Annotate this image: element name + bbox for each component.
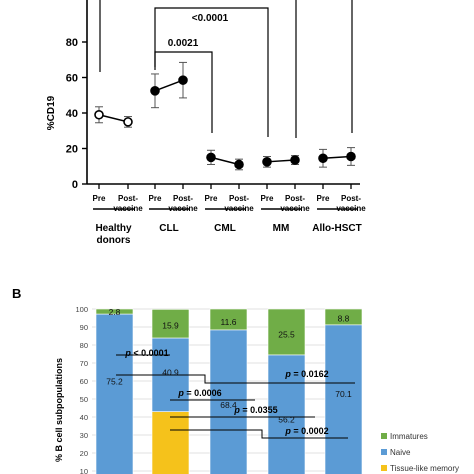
legend-swatch — [381, 449, 387, 455]
data-label: 68.4 — [220, 400, 237, 410]
data-label: 8.8 — [338, 314, 350, 324]
group-label: MM — [273, 223, 290, 234]
x-tick-label: Post-vaccine — [113, 194, 143, 213]
group-label: Allo-HSCT — [312, 223, 361, 234]
p-value-annotation: <0.0001 — [192, 13, 229, 24]
bar-segment-naive — [267, 354, 306, 474]
bar-segment-immatures — [95, 308, 134, 315]
y-axis-label: % B cell subpopulations — [54, 358, 64, 462]
panel-b-stacked-bar-chart: 10 20 30 40 50 60 70 80 90 100 % B cell subpopulat… — [54, 305, 459, 474]
data-label: 11.6 — [221, 317, 237, 327]
data-point — [206, 152, 216, 163]
y-tick-label: 70 — [80, 359, 88, 368]
y-tick-label: 90 — [80, 323, 88, 332]
data-point — [123, 117, 133, 127]
data-label: 56.2 — [278, 414, 295, 424]
y-tick-label: 80 — [80, 341, 88, 350]
x-tick-label: Post-vaccine — [280, 194, 310, 213]
data-label: 40.9 — [162, 368, 179, 378]
data-point — [346, 151, 356, 162]
comparison-line — [116, 374, 355, 384]
legend-swatch — [381, 465, 387, 471]
p-value-annotation: 0.0021 — [168, 38, 199, 49]
x-tick-label: Pre — [317, 194, 330, 203]
y-tick-label: 60 — [66, 73, 78, 85]
data-label: 15.9 — [162, 321, 179, 331]
bracket-line — [154, 7, 269, 137]
series-line — [154, 79, 184, 92]
data-label: 75.2 — [106, 377, 123, 387]
x-tick-label: Post-vaccine — [224, 194, 254, 213]
bar-segment-immatures — [324, 308, 363, 326]
x-tick-label: Post-vaccine — [168, 194, 198, 213]
bar-segment-naive — [324, 324, 363, 474]
series-line — [98, 114, 129, 123]
bracket-line — [154, 51, 213, 133]
data-point — [290, 155, 300, 165]
comparison-p-value: p < 0.0001 — [124, 348, 168, 358]
data-point — [234, 159, 244, 170]
x-tick-label: Post-vaccine — [336, 194, 366, 213]
comparison-p-value: p = 0.0355 — [233, 405, 277, 415]
y-tick-label: 60 — [80, 377, 88, 386]
y-axis-label: %CD19 — [46, 95, 57, 130]
y-tick-label: 10 — [80, 467, 88, 474]
y-tick-label: 40 — [66, 108, 78, 120]
y-tick-label: 30 — [80, 431, 88, 440]
x-tick-label: Pre — [261, 194, 274, 203]
y-tick-label: 40 — [80, 413, 88, 422]
data-point — [262, 157, 272, 167]
comparison-p-value: p = 0.0006 — [177, 388, 221, 398]
y-tick-label: 20 — [66, 144, 78, 156]
comparison-p-value: p = 0.0002 — [284, 426, 328, 436]
group-label: Healthy donors — [95, 223, 132, 246]
data-label: 2.8 — [109, 307, 121, 317]
bar-segment-naive — [95, 313, 134, 474]
data-point — [94, 109, 104, 120]
y-tick-label: 50 — [80, 395, 88, 404]
group-label: CLL — [159, 223, 178, 234]
y-tick-label: 20 — [80, 449, 88, 458]
y-tick-label: 80 — [66, 37, 78, 49]
legend-label: Immatures — [390, 432, 428, 441]
bar-segment-naive — [209, 329, 248, 474]
data-label: 25.5 — [278, 330, 295, 340]
data-label: 70.1 — [335, 389, 352, 399]
legend-swatch — [381, 433, 387, 439]
legend-label: Tissue-like memory — [390, 464, 459, 473]
bar-segment-immatures — [209, 308, 248, 331]
x-tick-label: Pre — [93, 194, 106, 203]
series-line — [210, 156, 240, 166]
comparison-line — [170, 429, 348, 439]
panel-a-line-chart: 0 20 40 60 80 %CD19 Pre Post-vaccine Healthydono… — [46, 0, 366, 246]
x-tick-label: Pre — [205, 194, 218, 203]
group-label: CML — [214, 223, 236, 234]
data-point — [318, 153, 328, 164]
bar-segment-immatures — [151, 309, 190, 339]
comparison-p-value: p = 0.0162 — [284, 369, 328, 379]
panel-b-label: B — [12, 286, 21, 301]
data-point — [150, 86, 160, 96]
bar-segment-tissue-like-memory — [151, 411, 190, 474]
bar-segment-immatures — [267, 308, 306, 356]
x-tick-label: Pre — [149, 194, 162, 203]
y-tick-label: 0 — [72, 179, 78, 191]
data-point — [178, 75, 188, 85]
y-tick-label: 100 — [75, 305, 88, 314]
legend-label: Naive — [390, 448, 411, 457]
